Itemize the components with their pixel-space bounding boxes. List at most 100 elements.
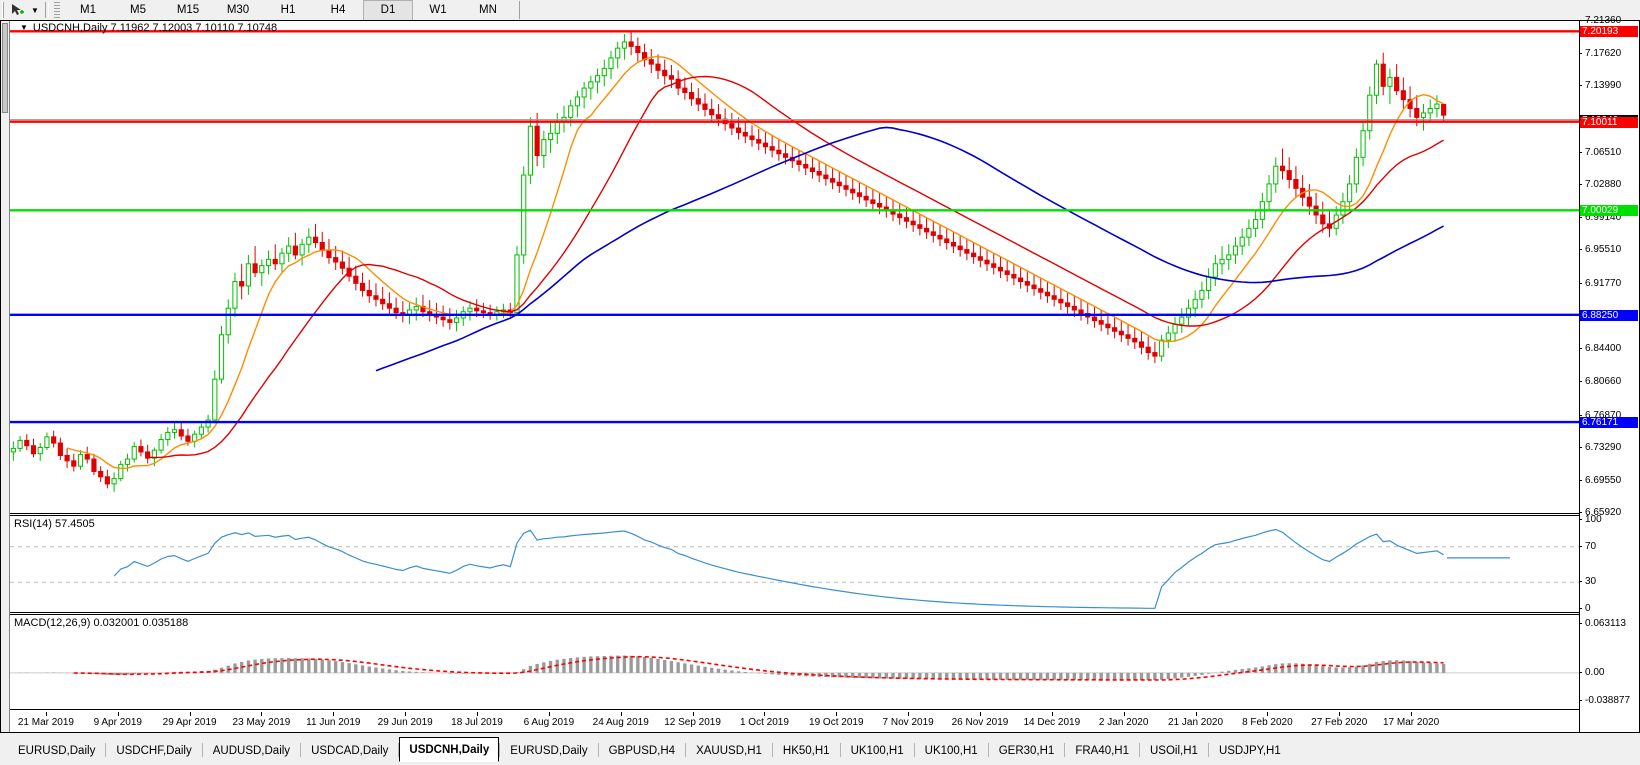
date-tick-label: 7 Nov 2019 (882, 717, 934, 728)
tab-divider (771, 743, 773, 757)
chart-tab-ger30-h1[interactable]: GER30,H1 (988, 739, 1065, 762)
date-tick-label: 19 Oct 2019 (809, 717, 864, 728)
price-tick: 6.73290 (1578, 442, 1621, 453)
price-tick-value: 7.21360 (1585, 15, 1622, 26)
date-tick-label: 17 Mar 2020 (1382, 717, 1440, 728)
chart-tab-usdcad-daily[interactable]: USDCAD,Daily (301, 739, 399, 762)
price-tick-value: 6.69550 (1585, 474, 1622, 486)
date-tick-mark (45, 712, 47, 716)
macd-signal-line (73, 655, 1444, 681)
price-level-badge[interactable]: 6.88250 (1580, 309, 1638, 321)
date-tick-mark (405, 712, 407, 716)
chevron-down-icon[interactable]: ▼ (31, 5, 39, 15)
macd-tick: -0.038877 (1578, 696, 1630, 706)
price-tick: 7.02880 (1578, 179, 1622, 190)
tab-divider (913, 743, 915, 757)
chart-tab-audusd-daily[interactable]: AUDUSD,Daily (202, 739, 301, 762)
price-pane[interactable]: ▼ USDCNH,Daily 7.11962 7.12003 7.10110 7… (10, 21, 1580, 513)
chart-tab-hk50-h1[interactable]: HK50,H1 (772, 739, 840, 762)
price-tick-value: 6.91770 (1585, 277, 1622, 289)
price-axis[interactable]: 7.213607.176207.139907.102407.065107.028… (1578, 16, 1639, 732)
date-tick-label: 1 Oct 2019 (739, 717, 789, 728)
price-tick-value: 6.80660 (1585, 376, 1622, 388)
chevron-down-icon[interactable]: ▼ (20, 23, 28, 32)
timeframe-button-mn[interactable]: MN (479, 4, 497, 16)
date-tick-mark (477, 712, 479, 716)
pane-separator-2[interactable] (10, 612, 1579, 615)
date-tick-label: 9 Apr 2019 (93, 717, 142, 728)
crosshair-cursor-icon[interactable] (7, 1, 29, 19)
chart-tab-uk100-h1[interactable]: UK100,H1 (840, 739, 914, 762)
macd-pane[interactable]: MACD(12,26,9) 0.032001 0.035188 (10, 616, 1580, 709)
timeframe-button-w1[interactable]: W1 (429, 4, 447, 16)
price-tick-value: 7.02880 (1585, 179, 1622, 190)
toolbar-grip[interactable] (2, 2, 7, 18)
price-tick-value: 6.99140 (1585, 212, 1622, 224)
tab-divider (1207, 743, 1209, 757)
macd-tick-value: 0.00 (1585, 666, 1605, 678)
chart-tab-usdjpy-h1[interactable]: USDJPY,H1 (1208, 739, 1291, 762)
date-tick-label: 23 May 2019 (232, 717, 291, 728)
date-tick-mark (1123, 712, 1125, 716)
tab-divider (685, 743, 687, 757)
date-tick-mark (1051, 712, 1053, 716)
macd-tick-value: 0.063113 (1585, 618, 1626, 629)
macd-plot (10, 655, 1580, 681)
chart-tab-uk100-h1[interactable]: UK100,H1 (914, 739, 988, 762)
timeframe-button-m1[interactable]: M1 (80, 4, 96, 16)
date-tick-label: 18 Jul 2019 (451, 717, 503, 728)
timeframe-button-h1[interactable]: H1 (280, 4, 296, 16)
timeframe-button-h4[interactable]: H4 (330, 4, 346, 16)
date-tick-label: 11 Jun 2019 (306, 717, 361, 728)
chart-tab-xauusd-h1[interactable]: XAUUSD,H1 (686, 739, 772, 762)
price-tick: 6.80660 (1578, 376, 1622, 388)
scrollbar-thumb[interactable] (2, 23, 8, 113)
price-tick-value: 6.65920 (1585, 507, 1622, 518)
date-tick-label: 29 Apr 2019 (162, 717, 217, 728)
date-tick-mark (189, 712, 191, 716)
toolbar-grip-2[interactable] (54, 2, 60, 18)
ma-line (66, 55, 1444, 470)
tab-divider (105, 743, 107, 757)
timeframe-button-m15[interactable]: M15 (176, 4, 200, 16)
rsi-pane[interactable]: RSI(14) 57.4505 (10, 517, 1580, 612)
tab-divider (398, 743, 400, 757)
timeframe-toolbar: ▼ M1 M5 M15 M30 H1 H4 D1 W1 MN (0, 0, 1640, 21)
timeframe-button-d1[interactable]: D1 (363, 0, 413, 21)
chart-tab-usoil-h1[interactable]: USOil,H1 (1140, 739, 1208, 762)
chart-tab-eurusd-daily[interactable]: EURUSD,Daily (8, 739, 106, 762)
pane-separator-1[interactable] (10, 513, 1579, 516)
timeframe-button-m5[interactable]: M5 (130, 4, 146, 16)
date-tick-label: 21 Mar 2019 (17, 717, 74, 728)
price-plot (10, 30, 1580, 492)
symbol-header[interactable]: ▼ USDCNH,Daily 7.11962 7.12003 7.10110 7… (20, 22, 277, 34)
tab-divider (1064, 743, 1066, 757)
timeframe-button-m30[interactable]: M30 (226, 4, 250, 16)
chart-tab-gbpusd-h4[interactable]: GBPUSD,H4 (598, 739, 686, 762)
vertical-scrollbar[interactable] (1, 21, 10, 732)
tab-divider (499, 743, 501, 757)
date-tick-mark (692, 712, 694, 716)
chart-tab-eurusd-daily[interactable]: EURUSD,Daily (500, 739, 598, 762)
chart-tabbar: EURUSD,Daily USDCHF,Daily AUDUSD,Daily USDC… (0, 733, 1640, 765)
tab-divider (201, 743, 203, 757)
date-tick-label: 27 Feb 2020 (1311, 717, 1368, 728)
price-level-badge[interactable]: 7.20193 (1580, 26, 1638, 38)
price-level-badge[interactable]: 7.10011 (1580, 116, 1638, 128)
price-level-badge[interactable]: 6.76171 (1580, 417, 1638, 429)
rsi-line (113, 528, 1444, 609)
chart-tab-usdcnh-daily[interactable]: USDCNH,Daily (399, 737, 500, 762)
date-tick-mark (836, 712, 838, 716)
price-tick: 7.06510 (1578, 147, 1621, 158)
date-tick-mark (1195, 712, 1197, 716)
price-tick: 6.76870 (1578, 410, 1621, 421)
rsi-title: RSI(14) 57.4505 (14, 518, 95, 530)
candlestick-series (10, 31, 1447, 492)
date-tick-mark (979, 712, 981, 716)
toolbar-separator (45, 2, 49, 18)
price-tick-value: 7.17620 (1585, 48, 1622, 60)
chart-tab-usdchf-daily[interactable]: USDCHF,Daily (106, 739, 202, 762)
price-level-badge[interactable]: 7.00029 (1580, 205, 1638, 217)
chart-tab-fra40-h1[interactable]: FRA40,H1 (1065, 739, 1139, 762)
